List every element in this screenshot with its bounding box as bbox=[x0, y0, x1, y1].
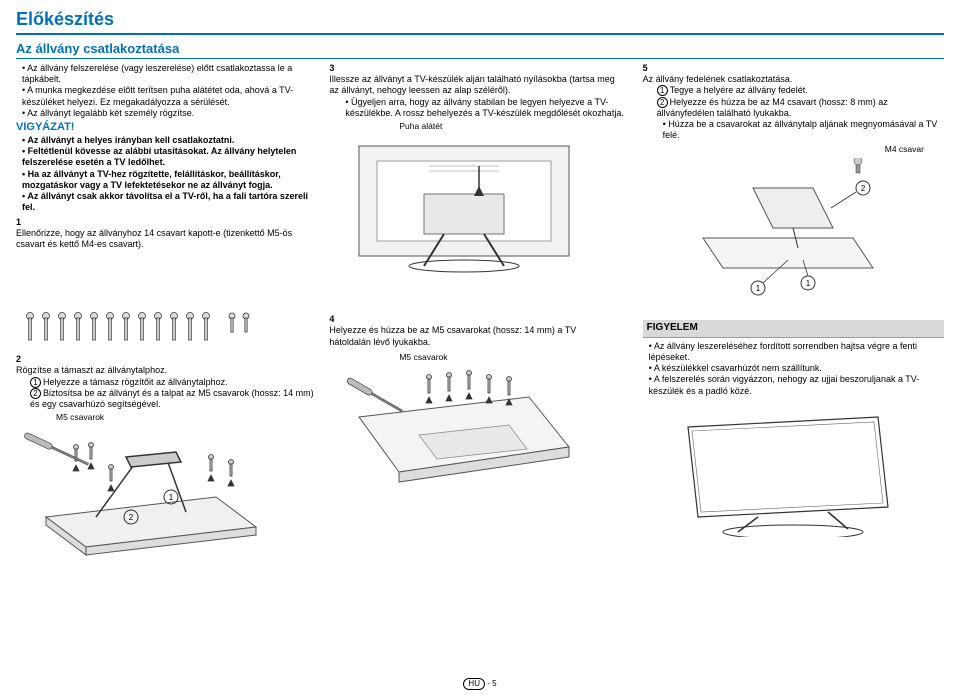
warning-bullet: Az állványt csak akkor távolítsa el a TV… bbox=[22, 191, 317, 214]
step1-number: 1 bbox=[16, 217, 28, 228]
subtitle: Az állvány csatlakoztatása bbox=[16, 41, 944, 59]
step3-bullet: Ügyeljen arra, hogy az állvány stabilan … bbox=[345, 97, 630, 120]
figure-stand-base: 2 1 bbox=[16, 427, 317, 567]
intro-bullet: Az állvány felszerelése (vagy leszerelés… bbox=[22, 63, 317, 86]
figure-stand-cover: 2 1 1 bbox=[643, 158, 944, 308]
step5-extra: Húzza be a csavarokat az állványtalp alj… bbox=[657, 119, 944, 142]
main-columns: Az állvány felszerelése (vagy leszerelés… bbox=[16, 63, 944, 308]
step5-bullet: Húzza be a csavarokat az állványtalp alj… bbox=[663, 119, 944, 142]
page-title: Előkészítés bbox=[16, 8, 944, 35]
step4-caption: M5 csavarok bbox=[329, 352, 630, 363]
column-1: Az állvány felszerelése (vagy leszerelés… bbox=[16, 63, 317, 308]
footer-badge: HU bbox=[463, 678, 485, 690]
warning-heading: VIGYÁZAT! bbox=[16, 121, 317, 135]
warning-bullet: Az állványt a helyes irányban kell csatl… bbox=[22, 135, 317, 146]
notice-bullet: A készülékkel csavarhúzót nem szállítunk… bbox=[649, 363, 944, 374]
notice-bullets: Az állvány leszereléséhez fordított sorr… bbox=[643, 341, 944, 397]
figure-tv-back-screws bbox=[329, 367, 630, 547]
step5-sub1: 1Tegye a helyére az állvány fedelét. bbox=[657, 85, 944, 96]
svg-text:2: 2 bbox=[129, 513, 134, 522]
column-2: 3 Illessze az állványt a TV-készülék alj… bbox=[329, 63, 630, 308]
lower-column-3: FIGYELEM Az állvány leszereléséhez fordí… bbox=[643, 314, 944, 567]
svg-text:1: 1 bbox=[755, 284, 760, 293]
step5-text: Az állvány fedelének csatlakoztatása. bbox=[643, 74, 930, 85]
figure-tv-on-stand bbox=[643, 407, 944, 537]
warning-bullet: Ha az állványt a TV-hez rögzítette, felá… bbox=[22, 169, 317, 192]
notice-bullet: Az állvány leszereléséhez fordított sorr… bbox=[649, 341, 944, 364]
lower-column-2: 4 Helyezze és húzza be az M5 csavarokat … bbox=[329, 314, 630, 567]
step4-number: 4 bbox=[329, 314, 341, 325]
warning-bullet: Feltétlenül kövesse az alábbi utasítások… bbox=[22, 146, 317, 169]
step5-sub2: 2Helyezze és húzza be az M4 csavart (hos… bbox=[657, 97, 944, 120]
svg-text:1: 1 bbox=[169, 493, 174, 502]
step2-text: Rögzítse a támaszt az állványtalphoz. bbox=[16, 365, 303, 376]
svg-text:2: 2 bbox=[860, 184, 865, 193]
step4-text: Helyezze és húzza be az M5 csavarokat (h… bbox=[329, 325, 616, 348]
step2-sub1: 1Helyezze a támasz rögzítőit az állványt… bbox=[30, 377, 317, 388]
step3-bullets: Ügyeljen arra, hogy az állvány stabilan … bbox=[329, 97, 630, 120]
step5-number: 5 bbox=[643, 63, 655, 74]
footer-page: 5 bbox=[492, 679, 496, 688]
figure-tv-back-insert bbox=[329, 136, 630, 276]
step2-number: 2 bbox=[16, 354, 28, 365]
intro-bullet: Az állványt legalább két személy rögzíts… bbox=[22, 108, 317, 119]
step2-sub2: 2Biztosítsa be az állványt és a talpat a… bbox=[30, 388, 317, 411]
notice-bullet: A felszerelés során vigyázzon, nehogy az… bbox=[649, 374, 944, 397]
page-footer: HU - 5 bbox=[0, 678, 960, 690]
figure-screws-row bbox=[16, 314, 317, 350]
step3-number: 3 bbox=[329, 63, 341, 74]
column-3: 5 Az állvány fedelének csatlakoztatása. … bbox=[643, 63, 944, 308]
warning-bullets: Az állványt a helyes irányban kell csatl… bbox=[16, 135, 317, 214]
intro-bullets: Az állvány felszerelése (vagy leszerelés… bbox=[16, 63, 317, 119]
notice-heading: FIGYELEM bbox=[643, 320, 944, 338]
step5-caption: M4 csavar bbox=[643, 144, 944, 155]
svg-text:1: 1 bbox=[805, 279, 810, 288]
lower-column-1: 2 Rögzítse a támaszt az állványtalphoz. … bbox=[16, 314, 317, 567]
lower-columns: 2 Rögzítse a támaszt az állványtalphoz. … bbox=[16, 314, 944, 567]
step3-text: Illessze az állványt a TV-készülék alján… bbox=[329, 74, 616, 97]
step3-caption: Puha alátét bbox=[329, 121, 630, 132]
step1-text: Ellenőrizze, hogy az állványhoz 14 csava… bbox=[16, 228, 303, 251]
intro-bullet: A munka megkezdése előtt terítsen puha a… bbox=[22, 85, 317, 108]
step2-caption: M5 csavarok bbox=[16, 412, 317, 423]
